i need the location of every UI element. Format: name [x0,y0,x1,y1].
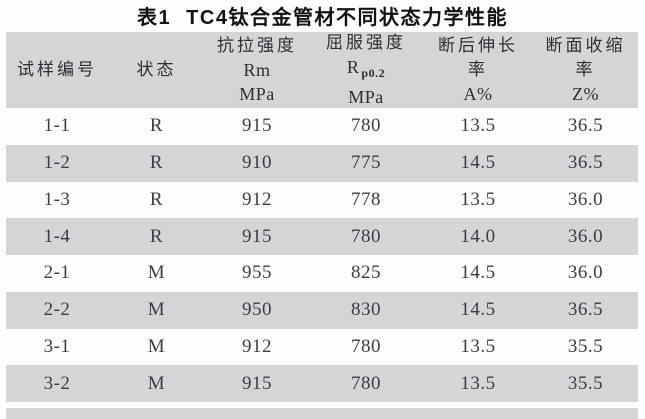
cell-state: M [147,372,166,394]
cell-tensile-strength: 915 [242,372,272,394]
table-row: 1-4 R 915 780 14.0 36.0 [6,218,638,255]
cell-sample-id: 1-1 [43,115,71,137]
header-elongation: 断后伸长 率 A% [438,36,518,104]
cell-sample-id: 1-3 [43,188,71,210]
cell-reduction-of-area: 36.0 [567,262,604,284]
cell-reduction-of-area: 36.5 [567,152,604,174]
cell-reduction-of-area: 36.5 [567,299,604,321]
cell-yield-strength: 825 [351,262,381,284]
next-section-partial-strip [6,408,638,419]
cell-elongation: 14.5 [460,299,496,321]
cell-yield-strength: 830 [351,299,381,321]
cell-tensile-strength: 915 [242,115,272,137]
cell-reduction-of-area: 35.5 [567,335,604,357]
cell-state: M [147,335,166,357]
cell-sample-id: 3-2 [43,372,71,394]
table-row: 1-3 R 912 778 13.5 36.0 [6,182,638,219]
cell-sample-id: 2-1 [43,262,71,284]
table-row: 2-2 M 950 830 14.5 36.5 [6,291,638,329]
cell-yield-strength: 780 [351,225,381,247]
cell-elongation: 13.5 [460,335,496,357]
cell-yield-strength: 780 [351,115,381,137]
cell-yield-strength: 778 [351,188,381,210]
cell-reduction-of-area: 36.0 [567,225,604,247]
cell-state: R [149,225,164,247]
cell-state: R [149,115,164,137]
cell-tensile-strength: 912 [242,188,272,210]
cell-elongation: 13.5 [460,115,496,137]
cell-tensile-strength: 910 [242,152,272,174]
cell-elongation: 14.5 [460,262,496,284]
cell-state: R [149,188,164,210]
cell-tensile-strength: 912 [242,335,272,357]
cell-state: M [147,299,166,321]
cell-elongation: 14.5 [460,152,496,174]
table-row: 3-2 M 915 780 13.5 35.5 [6,365,638,402]
yield-symbol-subscript: p0.2 [361,66,386,81]
table-caption: 表1 TC4钛合金管材不同状态力学性能 [0,1,645,30]
cell-elongation: 13.5 [460,372,496,394]
table-number: 表1 [137,7,172,29]
cell-reduction-of-area: 36.0 [567,188,604,210]
cell-sample-id: 1-4 [43,225,71,247]
cell-sample-id: 1-2 [43,152,71,174]
table-row: 1-2 R 910 775 14.5 36.5 [6,144,638,182]
table-title-text: TC4钛合金管材不同状态力学性能 [186,7,508,29]
table-row: 3-1 M 912 780 13.5 35.5 [6,329,638,366]
cell-tensile-strength: 955 [242,262,272,284]
table-row: 1-1 R 915 780 13.5 36.5 [6,108,638,145]
header-sample-id: 试样编号 [17,60,97,79]
cell-sample-id: 3-1 [43,335,71,357]
header-reduction-of-area: 断面收缩 率 Z% [545,36,626,104]
cell-reduction-of-area: 36.5 [567,115,604,137]
cell-yield-strength: 775 [351,152,381,174]
cell-state: M [147,262,166,284]
cell-yield-strength: 780 [351,335,381,357]
cell-elongation: 14.0 [460,225,496,247]
cell-reduction-of-area: 35.5 [567,372,604,394]
cell-sample-id: 2-2 [43,299,71,321]
cell-tensile-strength: 915 [242,225,272,247]
header-tensile-strength: 抗拉强度 Rm MPa [217,36,297,104]
cell-state: R [149,152,164,174]
cell-elongation: 13.5 [460,188,496,210]
header-state: 状态 [136,60,177,79]
table-row: 2-1 M 955 825 14.5 36.0 [6,255,638,292]
table-title: 表1 TC4钛合金管材不同状态力学性能 [137,1,508,30]
cell-tensile-strength: 950 [242,299,272,321]
cell-yield-strength: 780 [351,372,381,394]
